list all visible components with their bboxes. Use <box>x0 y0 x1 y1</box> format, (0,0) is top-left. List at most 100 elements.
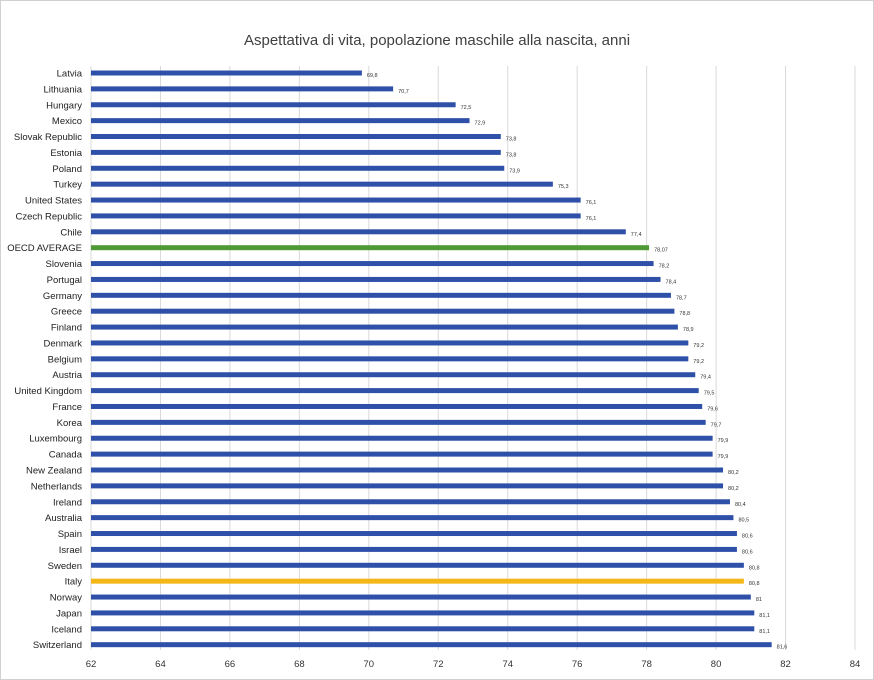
x-tick-label: 64 <box>155 659 166 670</box>
value-label: 79,4 <box>700 375 711 381</box>
bar <box>91 213 581 219</box>
category-label: United Kingdom <box>14 386 82 397</box>
bar <box>91 165 505 171</box>
value-labels: 69,8 70,7 72,5 72,9 73,8 73,8 73,9 75,3 76,1 76,1… <box>367 73 788 651</box>
value-label: 80,8 <box>749 565 760 571</box>
bar <box>91 451 713 457</box>
value-label: 78,2 <box>659 264 670 270</box>
bar <box>91 626 755 632</box>
category-label: Slovak Republic <box>14 132 82 143</box>
bar <box>91 435 713 441</box>
bars <box>91 70 772 648</box>
x-tick-label: 70 <box>364 659 375 670</box>
value-label: 76,1 <box>586 216 597 222</box>
category-label: France <box>52 402 82 413</box>
bar <box>91 340 689 346</box>
value-label: 73,9 <box>509 168 520 174</box>
bar <box>91 197 581 203</box>
bar <box>91 134 501 140</box>
bar <box>91 610 755 616</box>
category-label: Portugal <box>47 275 82 286</box>
category-label: United States <box>25 196 82 207</box>
value-label: 79,6 <box>707 406 718 412</box>
bar <box>91 245 650 251</box>
value-label: 81 <box>756 597 762 603</box>
category-label: Italy <box>65 577 83 588</box>
value-label: 80,5 <box>738 518 749 524</box>
value-label: 72,5 <box>461 105 472 111</box>
value-label: 76,1 <box>586 200 597 206</box>
bar <box>91 419 706 425</box>
category-label: Greece <box>51 307 82 318</box>
category-label: Netherlands <box>31 481 82 492</box>
value-label: 72,9 <box>475 121 486 127</box>
value-label: 80,8 <box>749 581 760 587</box>
category-label: Chile <box>60 227 82 238</box>
value-label: 73,8 <box>506 137 517 143</box>
value-label: 78,4 <box>666 279 677 285</box>
category-label: Austria <box>52 370 82 381</box>
category-label: Lithuania <box>43 84 82 95</box>
category-label: Sweden <box>48 561 82 572</box>
x-tick-label: 74 <box>502 659 513 670</box>
value-label: 80,2 <box>728 470 739 476</box>
bar <box>91 324 678 330</box>
x-tick-label: 76 <box>572 659 583 670</box>
category-label: Canada <box>49 450 83 461</box>
category-label: Hungary <box>46 100 82 111</box>
value-label: 78,7 <box>676 295 687 301</box>
bar <box>91 546 737 552</box>
bar <box>91 149 501 155</box>
value-label: 81,6 <box>777 645 788 651</box>
value-label: 77,4 <box>631 232 642 238</box>
x-tick-label: 84 <box>850 659 861 670</box>
bar <box>91 578 744 584</box>
bar <box>91 467 724 473</box>
category-label: Germany <box>43 291 82 302</box>
bar <box>91 372 696 378</box>
x-tick-label: 78 <box>641 659 652 670</box>
value-label: 79,5 <box>704 391 715 397</box>
bar <box>91 483 724 489</box>
value-label: 69,8 <box>367 73 378 79</box>
x-tick-label: 68 <box>294 659 305 670</box>
value-label: 81,1 <box>759 613 770 619</box>
bar <box>91 292 671 298</box>
category-label: OECD AVERAGE <box>7 243 82 254</box>
x-tick-label: 82 <box>780 659 791 670</box>
category-label: Belgium <box>48 354 82 365</box>
bar <box>91 388 699 394</box>
category-label: Poland <box>52 164 82 175</box>
bar <box>91 261 654 267</box>
category-label: Korea <box>57 418 83 429</box>
category-label: Spain <box>58 529 82 540</box>
value-label: 80,4 <box>735 502 746 508</box>
value-label: 73,8 <box>506 152 517 158</box>
bar <box>91 102 456 108</box>
bar <box>91 642 772 648</box>
x-tick-label: 80 <box>711 659 722 670</box>
x-tick-label: 62 <box>86 659 97 670</box>
value-label: 79,9 <box>718 454 729 460</box>
bar <box>91 276 661 282</box>
value-label: 80,2 <box>728 486 739 492</box>
x-tick-label: 66 <box>225 659 236 670</box>
category-label: Turkey <box>53 180 82 191</box>
bar <box>91 181 553 187</box>
value-label: 79,2 <box>693 359 704 365</box>
bar <box>91 118 470 124</box>
bar <box>91 403 703 409</box>
value-label: 70,7 <box>398 89 409 95</box>
category-label: Czech Republic <box>15 211 82 222</box>
category-label: Slovenia <box>46 259 83 270</box>
bar <box>91 308 675 314</box>
bar <box>91 531 737 537</box>
category-label: Israel <box>59 545 82 556</box>
category-label: Iceland <box>51 624 82 635</box>
bar <box>91 70 362 76</box>
bar <box>91 86 394 92</box>
value-label: 75,3 <box>558 184 569 190</box>
category-label: Denmark <box>43 338 82 349</box>
category-label: Finland <box>51 323 82 334</box>
